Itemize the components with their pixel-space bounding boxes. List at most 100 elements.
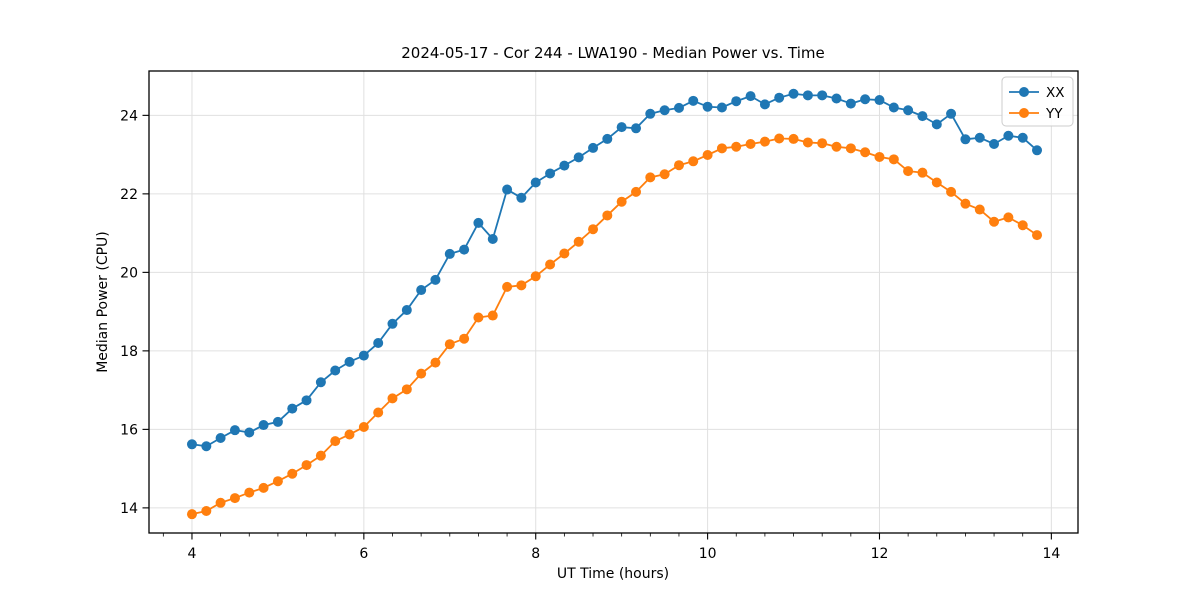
legend-swatch-marker [1019, 108, 1029, 118]
data-point-xx [530, 177, 541, 188]
data-point-xx [874, 95, 885, 106]
data-point-yy [186, 509, 197, 520]
data-point-yy [401, 384, 412, 395]
data-point-yy [931, 177, 942, 188]
data-point-yy [974, 204, 985, 215]
data-point-xx [344, 356, 355, 367]
legend-swatch-marker [1019, 87, 1029, 97]
data-point-yy [659, 169, 670, 180]
data-point-yy [631, 186, 642, 197]
data-point-yy [874, 151, 885, 162]
data-point-yy [416, 368, 427, 379]
data-point-xx [702, 101, 713, 112]
data-point-yy [688, 156, 699, 167]
data-point-xx [272, 416, 283, 427]
data-point-yy [229, 493, 240, 504]
legend-label: YY [1045, 106, 1063, 122]
y-axis-label: Median Power (CPU) [95, 231, 111, 373]
data-point-xx [401, 305, 412, 316]
data-point-xx [673, 102, 684, 113]
y-tick-label: 16 [120, 422, 138, 438]
data-point-yy [516, 280, 527, 291]
data-point-xx [1003, 130, 1014, 141]
data-point-xx [817, 90, 828, 101]
data-point-xx [358, 350, 369, 361]
data-point-xx [588, 142, 599, 153]
x-axis-label: UT Time (hours) [557, 566, 669, 582]
data-point-yy [315, 450, 326, 461]
data-point-xx [416, 285, 427, 296]
data-point-xx [888, 102, 899, 113]
data-point-yy [960, 198, 971, 209]
data-point-xx [258, 420, 269, 431]
data-point-yy [473, 312, 484, 323]
data-point-yy [845, 143, 856, 154]
data-point-yy [588, 224, 599, 235]
data-point-yy [244, 487, 255, 498]
data-point-xx [430, 274, 441, 285]
data-point-yy [759, 136, 770, 147]
data-point-yy [831, 141, 842, 152]
data-point-yy [989, 216, 1000, 227]
data-point-xx [373, 338, 384, 349]
data-point-xx [330, 365, 341, 376]
data-point-xx [745, 91, 756, 102]
data-point-xx [287, 403, 298, 414]
data-point-xx [387, 318, 398, 329]
data-point-yy [373, 407, 384, 418]
chart-title: 2024-05-17 - Cor 244 - LWA190 - Median P… [401, 44, 825, 62]
data-point-yy [774, 133, 785, 144]
data-point-yy [903, 166, 914, 177]
data-point-xx [473, 217, 484, 228]
data-point-yy [201, 506, 212, 517]
data-point-xx [688, 95, 699, 106]
data-point-yy [287, 468, 298, 479]
data-point-yy [817, 138, 828, 149]
data-point-yy [602, 210, 613, 221]
data-point-xx [860, 94, 871, 105]
data-point-xx [516, 192, 527, 203]
data-point-yy [645, 172, 656, 183]
data-point-yy [530, 271, 541, 282]
data-point-xx [831, 93, 842, 104]
axes-spines [148, 70, 1079, 534]
data-point-xx [631, 123, 642, 134]
data-point-yy [358, 422, 369, 433]
data-point-yy [860, 147, 871, 158]
data-point-xx [903, 105, 914, 116]
data-point-xx [759, 99, 770, 110]
x-tick-label: 6 [359, 546, 368, 562]
data-point-xx [444, 248, 455, 259]
x-tick-label: 12 [871, 546, 889, 562]
data-point-xx [989, 139, 1000, 150]
data-point-yy [545, 259, 556, 270]
data-point-xx [545, 168, 556, 179]
x-tick-label: 14 [1042, 546, 1060, 562]
data-point-xx [215, 433, 226, 444]
y-tick-label: 24 [120, 108, 138, 124]
data-point-xx [845, 98, 856, 109]
data-point-yy [1003, 212, 1014, 223]
data-point-xx [573, 152, 584, 163]
data-point-yy [802, 137, 813, 148]
x-tick-label: 8 [531, 546, 540, 562]
plot-background [149, 71, 1078, 533]
data-point-xx [931, 119, 942, 130]
data-point-xx [1017, 132, 1028, 143]
data-point-yy [459, 333, 470, 344]
data-point-yy [502, 281, 513, 292]
data-point-yy [917, 167, 928, 178]
data-point-yy [573, 236, 584, 247]
y-tick-label: 18 [120, 344, 138, 360]
data-point-yy [559, 248, 570, 259]
data-point-yy [702, 150, 713, 160]
data-point-xx [229, 425, 240, 436]
data-point-xx [974, 132, 985, 143]
data-point-yy [788, 133, 799, 144]
y-tick-label: 20 [120, 265, 138, 281]
data-point-xx [559, 160, 570, 171]
data-point-yy [731, 141, 742, 152]
